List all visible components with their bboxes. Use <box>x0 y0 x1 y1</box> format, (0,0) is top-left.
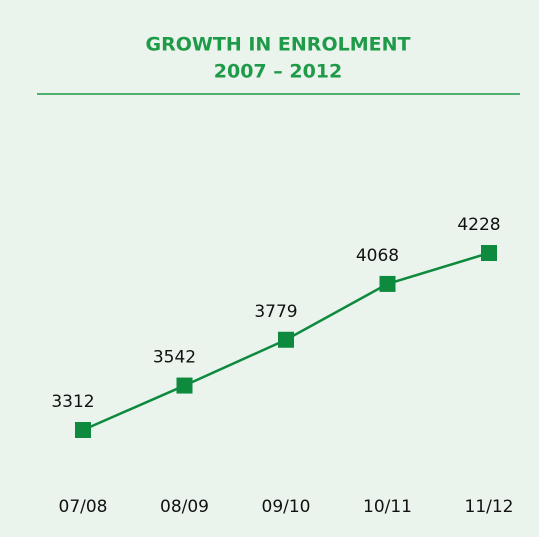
data-label: 3312 <box>51 392 94 412</box>
data-label: 3542 <box>153 348 196 368</box>
chart-title: GROWTH IN ENROLMENT <box>146 34 411 56</box>
data-label: 4068 <box>356 246 399 266</box>
marker <box>481 245 497 261</box>
x-tick-label: 11/12 <box>465 497 514 517</box>
chart-subtitle: 2007 – 2012 <box>214 61 343 83</box>
x-tick-label: 10/11 <box>363 497 412 517</box>
marker <box>278 331 294 348</box>
marker <box>75 422 91 438</box>
x-tick-label: 08/09 <box>160 497 209 517</box>
marker <box>379 275 396 292</box>
data-label: 3779 <box>254 302 297 322</box>
x-tick-label: 09/10 <box>262 497 311 517</box>
data-label: 4228 <box>457 215 500 235</box>
marker <box>176 377 193 394</box>
x-tick-label: 07/08 <box>59 497 108 517</box>
